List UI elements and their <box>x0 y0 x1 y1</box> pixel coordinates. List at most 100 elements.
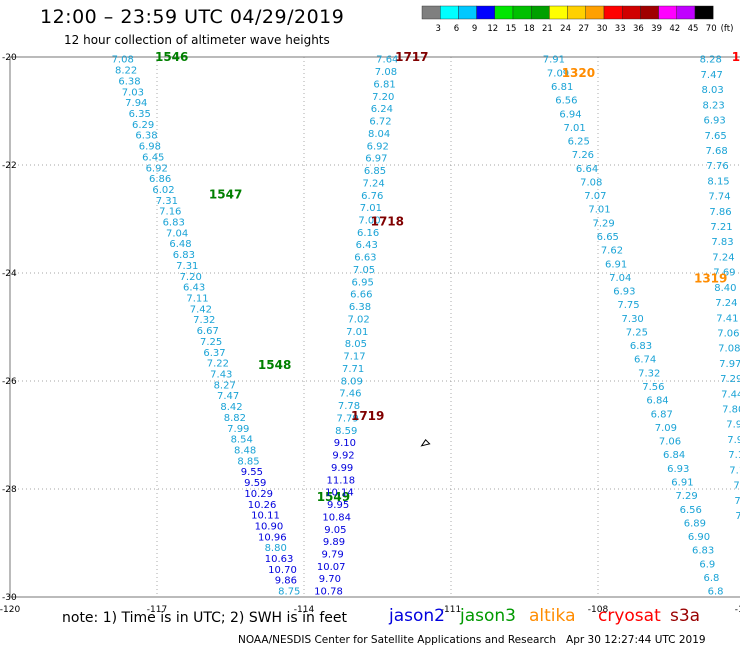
pass-label: 1548 <box>258 358 291 372</box>
wave-height-value: 7.32 <box>193 315 215 326</box>
wave-height-value: 8.75 <box>278 587 300 598</box>
wave-height-value: 11.18 <box>326 475 355 486</box>
wave-height-value: 7.08 <box>375 67 397 78</box>
wave-height-value: 6.37 <box>203 348 225 359</box>
wave-height-value: 6.98 <box>139 142 161 153</box>
wave-height-value: 7.06 <box>717 328 739 339</box>
wave-height-value: 7.01 <box>563 123 585 134</box>
wave-height-value: 7.44 <box>721 389 740 400</box>
longitude-tick-label: -108 <box>588 605 609 615</box>
wave-height-value: 10.11 <box>251 511 280 522</box>
colorbar-tick-label: 24 <box>560 24 571 34</box>
latitude-tick-label: -20 <box>2 53 17 63</box>
wave-height-value: 6.38 <box>118 76 140 87</box>
wave-height-value: 6.38 <box>135 131 157 142</box>
wave-height-value: 8.04 <box>368 129 390 140</box>
wave-height-value: 9.59 <box>244 478 266 489</box>
wave-height-value: 7.09 <box>547 68 569 79</box>
wave-height-value: 8.22 <box>115 66 137 77</box>
wave-height-value: 6.8 <box>708 587 724 598</box>
wave-height-value: 7.29 <box>593 218 615 229</box>
wave-height-value: 6.84 <box>646 396 668 407</box>
wave-height-value: 7.79 <box>337 413 359 424</box>
wave-height-value: 6.91 <box>605 259 627 270</box>
wave-height-value: 7.43 <box>210 369 232 380</box>
wave-height-value: 7.9 <box>726 420 740 431</box>
wave-height-value: 6.93 <box>613 287 635 298</box>
wave-height-value: 8.42 <box>220 402 242 413</box>
wave-height-value: 7.41 <box>716 313 738 324</box>
wave-height-value: 9.10 <box>334 438 356 449</box>
colorbar-tick-label: 30 <box>597 24 608 34</box>
wave-height-value: 7.17 <box>343 352 365 363</box>
wave-height-value: 6.92 <box>367 141 389 152</box>
wave-height-value: 9.99 <box>331 463 353 474</box>
colorbar-tick-label: 33 <box>615 24 626 34</box>
pass-label: 1546 <box>155 50 188 64</box>
wave-height-value: 6.25 <box>568 137 590 148</box>
wave-height-value: 7.94 <box>125 98 147 109</box>
wave-height-value: 7.32 <box>638 368 660 379</box>
wave-height-value: 7.01 <box>588 205 610 216</box>
wave-height-value: 7.1 <box>728 450 740 461</box>
latitude-tick-label: -28 <box>2 485 17 495</box>
colorbar-tick-label: 42 <box>669 24 680 34</box>
wave-height-value: 7.24 <box>362 178 384 189</box>
wave-height-value: 7.47 <box>701 70 723 81</box>
wave-height-value: 10.78 <box>314 587 343 598</box>
wave-height-value: 7.71 <box>342 364 364 375</box>
wave-height-value: 7.1 <box>729 465 740 476</box>
wave-height-value: 8.82 <box>224 413 246 424</box>
colorbar-swatch <box>694 5 714 20</box>
wave-height-value: 7.64 <box>376 55 398 66</box>
pass-label: 17 <box>732 50 740 64</box>
wave-height-value: 10.90 <box>255 521 284 532</box>
legend-jason3: jason3 <box>460 606 516 626</box>
longitude-tick-label: -114 <box>294 605 315 615</box>
wave-height-value: 10.84 <box>322 512 351 523</box>
footer-credit: NOAA/NESDIS Center for Satellite Applica… <box>238 634 706 646</box>
pass-label: 1718 <box>371 215 404 229</box>
wave-height-value: 6.48 <box>169 239 191 250</box>
wave-height-value: 7.75 <box>617 300 639 311</box>
wave-height-value: 10.14 <box>325 488 354 499</box>
wave-height-value: 7.83 <box>711 237 733 248</box>
wave-height-value: 8.28 <box>700 55 722 66</box>
wave-height-value: 7.05 <box>353 265 375 276</box>
wave-height-value: 7.07 <box>584 191 606 202</box>
wave-height-value: 7.20 <box>180 272 202 283</box>
pass-label: 1319 <box>694 271 727 285</box>
wave-height-value: 7.24 <box>712 252 734 263</box>
legend-altika: altika <box>529 606 576 626</box>
colorbar-tick-label: 70 <box>706 24 717 34</box>
wave-height-value: 7.78 <box>338 401 360 412</box>
wave-height-value: 7.08 <box>718 344 740 355</box>
wave-height-value: 6.81 <box>373 79 395 90</box>
latitude-tick-label: -24 <box>2 269 17 279</box>
wave-height-value: 8.59 <box>335 426 357 437</box>
wave-height-value: 8.09 <box>341 376 363 387</box>
colorbar-tick-label: 9 <box>472 24 477 34</box>
wave-height-value: 7.06 <box>659 437 681 448</box>
wave-height-value: 10.63 <box>265 554 294 565</box>
pass-label: 1320 <box>562 66 595 80</box>
wave-height-value: 6.87 <box>651 409 673 420</box>
wave-height-value: 7.24 <box>715 298 737 309</box>
wave-height-value: 7.04 <box>166 228 188 239</box>
wave-height-value: 7.03 <box>122 87 144 98</box>
wave-height-value: 9.89 <box>323 537 345 548</box>
wave-height-value: 6.45 <box>142 152 164 163</box>
wave-height-value: 7.25 <box>626 327 648 338</box>
wave-height-value: 9.86 <box>275 576 297 587</box>
wave-height-value: 7.62 <box>601 246 623 257</box>
map-subtitle: 12 hour collection of altimeter wave hei… <box>64 33 330 47</box>
wave-height-value: 8.27 <box>214 380 236 391</box>
wave-height-value: 8.54 <box>231 435 253 446</box>
wave-height-value: 6.9 <box>699 559 715 570</box>
colorbar-unit: (ft) <box>721 24 734 34</box>
wave-height-value: 7.29 <box>720 374 740 385</box>
wave-height-value: 10.26 <box>248 500 277 511</box>
latitude-tick-label: -22 <box>2 161 17 171</box>
wave-height-value: 7.25 <box>200 337 222 348</box>
